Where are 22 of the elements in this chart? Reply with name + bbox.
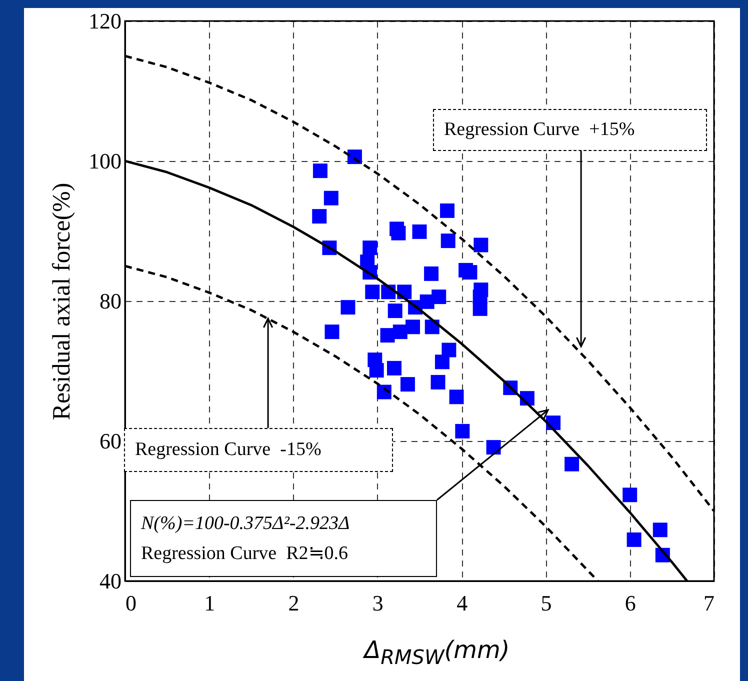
- x-tick-label: 4: [456, 590, 468, 616]
- x-tick-label: 6: [624, 590, 636, 616]
- x-tick-label: 2: [288, 590, 300, 616]
- x-tick-label: 1: [204, 590, 216, 616]
- x-tick-label: 0: [126, 590, 136, 616]
- y-tick-label: 60: [100, 428, 122, 454]
- x-axis-title: Δ$_{RMSW}$(mm): [362, 636, 511, 669]
- annotation: Regression Curve +15%: [444, 118, 636, 142]
- annotation: N(%)=100-0.375Δ²-2.923Δ: [141, 512, 351, 536]
- annotation: Regression Curve R2≒0.6: [141, 542, 350, 566]
- callout-box: Regression Curve -15%: [124, 428, 393, 472]
- y-tick-label: 100: [88, 148, 122, 174]
- callout-box: Regression Curve +15%: [433, 109, 707, 151]
- y-tick-label: 40: [100, 568, 122, 594]
- y-tick-label: 80: [100, 288, 122, 314]
- y-tick-label: 120: [88, 8, 122, 34]
- annotation: Regression Curve -15%: [135, 438, 322, 462]
- x-tick-label: 5: [540, 590, 552, 616]
- callout-box: N(%)=100-0.375Δ²-2.923Δ Regression Curve R2≒0.6: [130, 500, 437, 577]
- y-axis-title: Residual axial force(%): [48, 182, 76, 420]
- x-tick-label: 7: [704, 590, 714, 616]
- x-tick-label: 3: [372, 590, 384, 616]
